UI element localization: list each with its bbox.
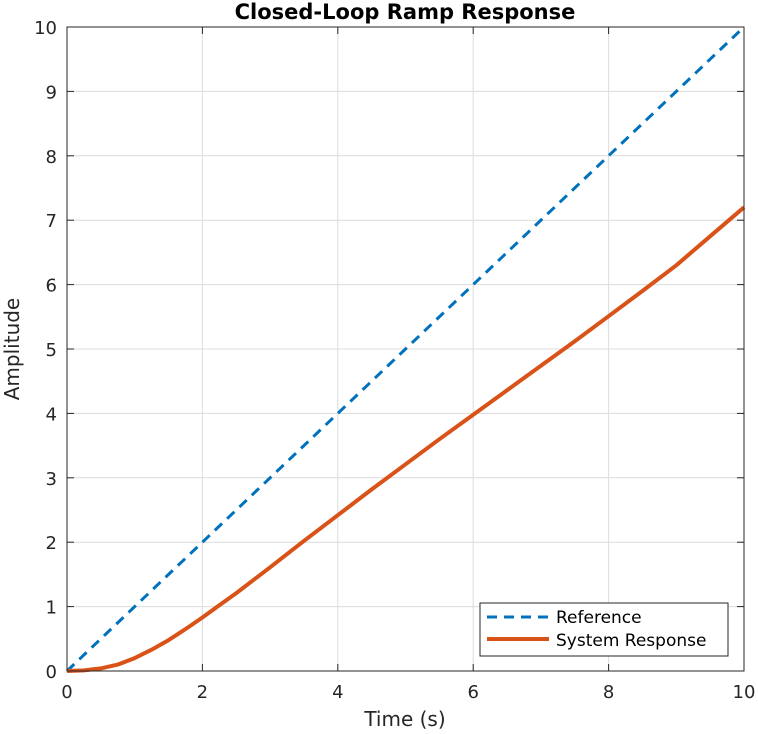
legend-box — [479, 602, 729, 657]
y-tick-label: 7 — [46, 211, 57, 232]
y-tick-label: 0 — [46, 662, 57, 683]
y-tick-label: 10 — [34, 18, 57, 39]
x-tick-label: 10 — [733, 682, 756, 703]
series-layer — [65, 25, 746, 673]
x-tick-label: 6 — [467, 682, 478, 703]
x-tick-label: 4 — [332, 682, 343, 703]
y-tick-label: 6 — [46, 276, 57, 297]
series-line-system-response — [66, 205, 746, 673]
y-axis-ticks — [67, 26, 744, 672]
x-tick-label: 2 — [197, 682, 208, 703]
plot-area — [65, 25, 746, 673]
y-tick-label: 8 — [46, 147, 57, 168]
y-tick-label: 3 — [46, 469, 57, 490]
x-tick-label: 0 — [61, 682, 72, 703]
x-tick-labels: 0 2 4 6 8 10 — [61, 682, 755, 703]
y-tick-labels: 0 1 2 3 4 5 6 7 8 9 10 — [34, 18, 57, 683]
y-axis-label: Amplitude — [0, 298, 24, 401]
x-axis-ticks — [66, 27, 745, 671]
y-tick-label: 4 — [46, 404, 57, 425]
chart-title: Closed-Loop Ramp Response — [235, 0, 576, 24]
x-axis-label: Time (s) — [363, 707, 445, 731]
legend-label-system-response: System Response — [556, 631, 706, 651]
series-line-reference — [65, 25, 746, 673]
x-tick-label: 8 — [603, 682, 614, 703]
legend-label-reference: Reference — [556, 608, 642, 628]
y-tick-label: 2 — [46, 533, 57, 554]
y-tick-label: 1 — [46, 598, 57, 619]
legend: Reference System Response — [479, 602, 729, 657]
y-gridlines — [67, 26, 744, 672]
y-tick-label: 5 — [46, 340, 57, 361]
y-tick-label: 9 — [46, 82, 57, 103]
